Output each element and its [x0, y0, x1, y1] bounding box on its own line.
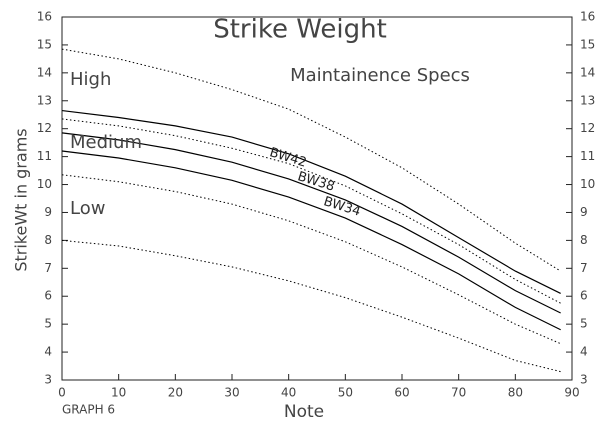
y-tick-label: 8 — [44, 233, 52, 247]
y2-tick-label: 11 — [580, 149, 595, 163]
y-tick-label: 5 — [44, 317, 52, 331]
y-tick-label: 14 — [37, 65, 52, 79]
y-tick-label: 16 — [37, 10, 52, 24]
annotation: High — [70, 69, 111, 90]
x-tick-label: 50 — [338, 386, 353, 400]
y-tick-label: 11 — [37, 149, 52, 163]
chart-subtitle: Maintainence Specs — [290, 65, 470, 86]
plot-frame — [61, 16, 573, 381]
x-tick-label: 60 — [394, 386, 409, 400]
x-tick-label: 20 — [168, 386, 183, 400]
y-tick-label: 6 — [44, 289, 52, 303]
series-line — [61, 118, 561, 304]
x-tick-label: 10 — [111, 386, 126, 400]
x-tick-label: 70 — [451, 386, 466, 400]
y2-tick-label: 8 — [580, 233, 588, 247]
y2-tick-label: 4 — [580, 345, 588, 359]
y2-tick-label: 5 — [580, 317, 588, 331]
y2-tick-label: 15 — [580, 37, 595, 51]
x-axis-label: Note — [284, 402, 324, 422]
y2-tick-label: 12 — [580, 121, 595, 135]
y-axis-label: StrikeWt in grams — [12, 128, 31, 271]
y-tick-label: 13 — [37, 93, 52, 107]
series-label: BW42 — [268, 145, 309, 170]
y-tick-label: 4 — [44, 345, 52, 359]
y2-tick-label: 7 — [580, 261, 588, 275]
y-tick-label: 7 — [44, 261, 52, 275]
series-line — [61, 48, 561, 272]
series-line — [61, 239, 561, 373]
annotation: GRAPH 6 — [62, 403, 115, 417]
series-label: BW38 — [296, 169, 337, 194]
y2-tick-label: 16 — [580, 10, 595, 24]
x-tick-label: 40 — [281, 386, 296, 400]
y2-tick-label: 13 — [580, 93, 595, 107]
x-tick-label: 90 — [564, 386, 579, 400]
y-tick-label: 9 — [44, 205, 52, 219]
y-tick-label: 3 — [44, 373, 52, 387]
series-line — [61, 174, 561, 345]
y-tick-label: 12 — [37, 121, 52, 135]
series-line — [61, 109, 561, 294]
chart-title: Strike Weight — [213, 15, 387, 45]
series-line — [61, 150, 561, 331]
x-tick-label: 30 — [224, 386, 239, 400]
y2-tick-label: 3 — [580, 373, 588, 387]
x-tick-label: 80 — [508, 386, 523, 400]
annotation: Medium — [70, 132, 142, 153]
x-tick-label: 0 — [58, 386, 66, 400]
y-tick-label: 15 — [37, 37, 52, 51]
y2-tick-label: 9 — [580, 205, 588, 219]
y2-tick-label: 14 — [580, 65, 595, 79]
y-tick-label: 10 — [37, 177, 52, 191]
y2-tick-label: 10 — [580, 177, 595, 191]
y2-tick-label: 6 — [580, 289, 588, 303]
annotation: Low — [70, 198, 105, 219]
series-line — [61, 132, 561, 314]
